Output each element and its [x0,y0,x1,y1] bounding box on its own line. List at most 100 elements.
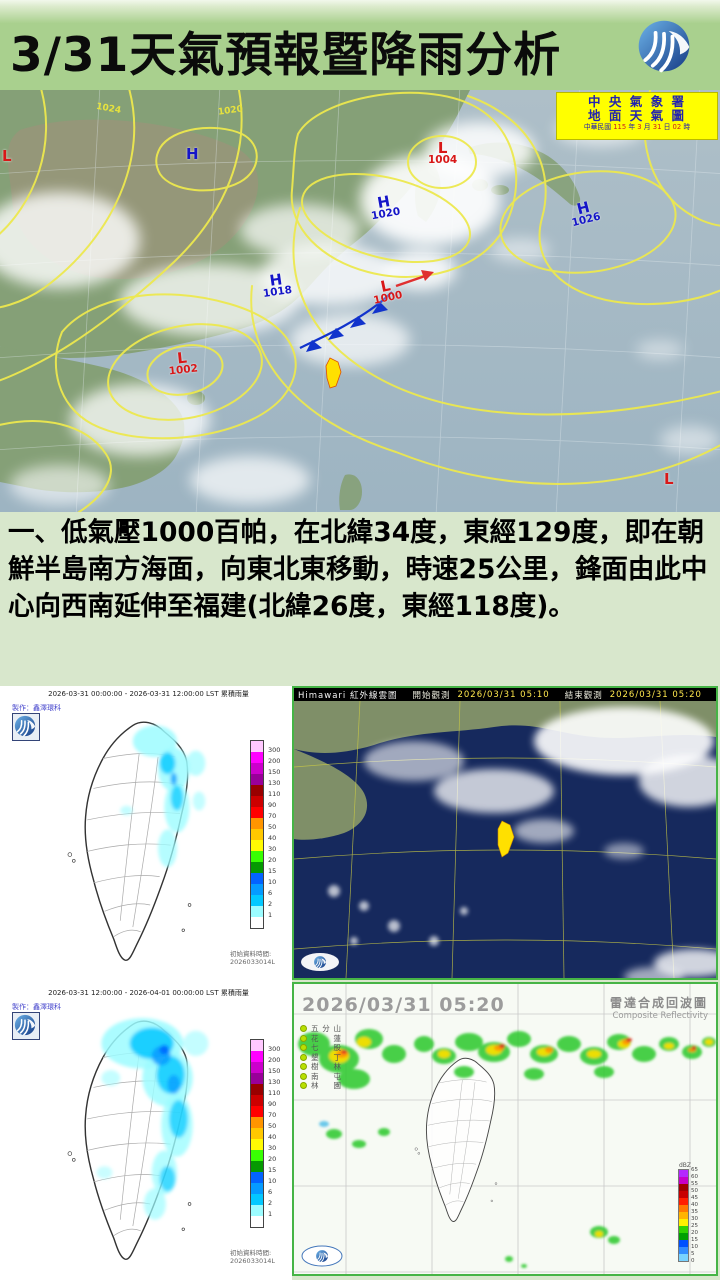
qpf-panel-afternoon: 2026-03-31 12:00:00 - 2026-04-01 00:00:0… [8,985,289,1273]
rain-scale-tick: 30 [268,845,277,853]
rain-scale-tick: 40 [268,834,277,842]
high-pressure-label: H 1020 [370,192,402,223]
station-dot-icon [300,1063,307,1071]
rain-scale-tick: 150 [268,1067,281,1075]
cold-front [299,270,434,352]
surface-map-svg [0,90,720,512]
low-pressure-label: L 1004 [428,139,458,166]
dbz-scale-tick: 25 [691,1223,698,1229]
satellite-panel: Himawari 紅外線雲圖 開始觀測 2026/03/31 05:10 結束觀… [292,686,718,980]
qpf-logo [12,1012,40,1040]
qpf-period-range: 2026-03-31 00:00:00 - 2026-03-31 12:00:0… [48,690,219,698]
dbz-unit-label: dBZ [679,1162,692,1169]
qpf-init-value: 2026033014L [230,958,275,966]
qpf-period-label: 累積雨量 [220,989,249,997]
satellite-title-bar: Himawari 紅外線雲圖 開始觀測 2026/03/31 05:10 結束觀… [294,688,716,701]
station-dot-icon [300,1025,307,1033]
dbz-scale: 65 60 55 50 45 40 35 30 25 20 15 10 5 0 [678,1167,710,1264]
dbz-scale-cells [678,1169,689,1262]
qpf-taiwan-map [67,1018,209,1261]
rain-scale-tick: 2 [268,1199,273,1207]
low-pressure-label: L [2,147,12,165]
radar-timestamp: 2026/03/31 05:20 [302,994,505,1016]
satellite-title: Himawari 紅外線雲圖 [298,690,398,701]
satellite-start-time: 2026/03/31 05:10 [457,689,550,700]
qpf-panel-morning: 2026-03-31 00:00:00 - 2026-03-31 12:00:0… [8,686,289,974]
rain-scale-tick: 6 [268,889,273,897]
satellite-image [294,701,716,978]
station-dot-icon [300,1082,307,1090]
station-name: 林園 [311,1081,341,1091]
station-name: 七股 [311,1043,341,1053]
station-name: 五分山 [311,1024,341,1034]
station-name: 樹林 [311,1062,341,1072]
radar-station-row: 花蓮 [300,1034,341,1044]
qpf-logo [12,713,40,741]
rain-scale-tick: 50 [268,1122,277,1130]
qpf-period: 2026-03-31 12:00:00 - 2026-04-01 00:00:0… [8,988,289,998]
radar-station-row: 墾丁 [300,1053,341,1063]
qpf-credit: 製作：鑫澤環科 [12,1003,61,1011]
dbz-scale-tick: 30 [691,1216,698,1222]
cwa-logo [634,16,694,80]
rain-scale-tick: 1 [268,1210,273,1218]
rain-scale-tick: 300 [268,1045,281,1053]
station-dot-icon [300,1044,307,1052]
rain-scale-cells [250,1039,264,1228]
rain-scale-tick: 2 [268,900,273,908]
station-name: 南屯 [311,1071,341,1081]
rain-scale-tick: 200 [268,757,281,765]
low-pressure-label: L 1002 [168,348,199,378]
dbz-scale-tick: 10 [691,1244,698,1250]
rain-scale-tick: 130 [268,1078,281,1086]
qpf-init-time: 初始資料時間: 2026033014L [230,950,275,966]
rain-scale-tick: 70 [268,812,277,820]
rain-scale-tick: 6 [268,1188,273,1196]
surface-info-date: 中華民國 115 年 3 月 31 日 02 時 [583,123,691,131]
rain-scale-tick: 1 [268,911,273,919]
rain-scale-tick: 15 [268,1166,277,1174]
radar-station-row: 林園 [300,1081,341,1091]
cwa-logo-icon [636,18,692,74]
rain-scale-tick: 70 [268,1111,277,1119]
rain-scale-cells [250,740,264,929]
dbz-scale-tick: 20 [691,1230,698,1236]
low-pressure-label: L 1000 [372,276,404,307]
qpf-credit: 製作：鑫澤環科 [12,704,61,712]
rain-scale-tick: 20 [268,856,277,864]
station-dot-icon [300,1072,307,1080]
radar-image [294,984,716,1274]
qpf-init-label: 初始資料時間: [230,950,272,958]
dbz-scale-tick: 65 [691,1167,698,1173]
high-pressure-label: H [186,145,199,163]
station-dot-icon [300,1053,307,1061]
satellite-clouds [328,707,716,978]
dbz-scale-tick: 55 [691,1181,698,1187]
satellite-end-time: 2026/03/31 05:20 [609,689,702,700]
qpf-init-label: 初始資料時間: [230,1249,272,1257]
qpf-init-value: 2026033014L [230,1257,275,1265]
radar-station-list: 五分山花蓮七股墾丁樹林南屯林園 [300,1024,341,1091]
radar-title-en: Composite Reflectivity [612,1011,708,1021]
station-name: 墾丁 [311,1052,341,1062]
dbz-scale-tick: 5 [691,1251,695,1257]
qpf-period-range: 2026-03-31 12:00:00 - 2026-04-01 00:00:0… [48,989,219,997]
analysis-text: 一、低氣壓1000百帕，在北緯34度，東經129度，即在朝鮮半島南方海面，向東北… [8,517,708,622]
stamp-agency: 中 央 氣 象 署 [588,94,686,109]
station-dot-icon [300,1034,307,1042]
radar-logo [301,1245,343,1267]
rain-scale-tick: 300 [268,746,281,754]
isobars [0,90,720,512]
rain-scale-tick: 20 [268,1155,277,1163]
rain-scale-tick: 130 [268,779,281,787]
header: 3/31天氣預報暨降雨分析 [0,0,720,90]
rain-scale-tick: 30 [268,1144,277,1152]
stamp-chart-name: 地 面 天 氣 圖 [588,108,686,123]
rain-scale-tick: 150 [268,768,281,776]
satellite-logo [301,953,339,971]
rain-scale-tick: 90 [268,801,277,809]
dbz-scale-tick: 0 [691,1258,695,1264]
rain-patches [120,725,206,868]
dbz-colorbar: dBZ 65 60 55 50 45 40 35 30 25 20 15 10 5 0 [678,1162,710,1264]
